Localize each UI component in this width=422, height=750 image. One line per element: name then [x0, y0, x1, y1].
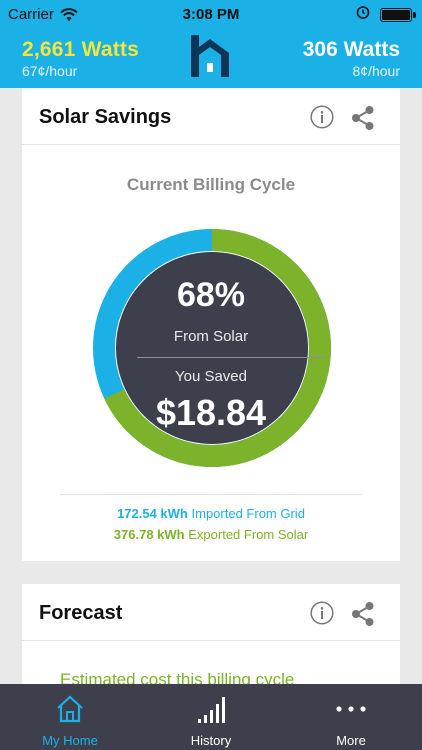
energy-stats: 172.54 kWh Imported From Grid 376.78 kWh…: [22, 503, 400, 545]
status-bar: Carrier 3:08 PM: [0, 0, 422, 28]
exported-value: 376.78 kWh: [113, 527, 185, 542]
home-icon: [57, 695, 83, 723]
tab-label: More: [336, 733, 366, 748]
tab-history[interactable]: History: [141, 684, 281, 750]
imported-value: 172.54 kWh: [117, 506, 188, 521]
bars-icon: [198, 697, 225, 723]
tab-more[interactable]: More: [281, 684, 421, 750]
info-icon[interactable]: [310, 601, 334, 625]
solar-percent-label: From Solar: [173, 328, 249, 345]
divider: [60, 494, 362, 495]
grid-consumption: 306 Watts 8¢/hour: [303, 38, 400, 79]
solar-watts: 2,661 Watts: [22, 38, 139, 61]
share-icon[interactable]: [350, 105, 376, 131]
grid-rate: 8¢/hour: [352, 63, 400, 79]
center-divider: [137, 357, 325, 358]
info-icon[interactable]: [310, 105, 334, 129]
more-icon: [336, 706, 366, 712]
solar-donut-chart: [93, 229, 331, 467]
card-header: Solar Savings: [22, 88, 400, 145]
tab-bar: My Home History More: [0, 684, 422, 750]
donut-center: [116, 252, 308, 444]
card-title: Solar Savings: [39, 106, 172, 128]
solar-rate: 67¢/hour: [22, 63, 78, 79]
status-time: 3:08 PM: [182, 6, 240, 23]
carrier-label: Carrier: [8, 6, 54, 23]
solar-savings-card: Solar Savings Current Billing Cycle 68% …: [22, 88, 400, 561]
donut-center-text: 68% From Solar You Saved $18.84: [115, 252, 325, 444]
imported-row: 172.54 kWh Imported From Grid: [22, 503, 400, 524]
grid-watts: 306 Watts: [302, 38, 400, 61]
imported-label: Imported From Grid: [191, 506, 305, 521]
carrier-info: Carrier: [8, 6, 78, 23]
tab-my-home[interactable]: My Home: [0, 684, 140, 750]
exported-label: Exported From Solar: [188, 527, 309, 542]
wifi-icon: [60, 7, 78, 21]
alarm-icon: [356, 6, 370, 19]
saved-amount: $18.84: [155, 392, 267, 433]
saved-label: You Saved: [174, 368, 247, 385]
tab-label: My Home: [42, 733, 98, 748]
card-title: Forecast: [39, 602, 123, 624]
home-logo-icon: [191, 35, 229, 77]
card-header: Forecast: [22, 584, 400, 641]
solar-percent: 68%: [176, 276, 246, 314]
tab-label: History: [190, 733, 232, 748]
battery-icon: [380, 8, 416, 22]
share-icon[interactable]: [350, 601, 376, 627]
billing-cycle-label: Current Billing Cycle: [126, 175, 296, 194]
exported-row: 376.78 kWh Exported From Solar: [22, 524, 400, 545]
solar-production: 2,661 Watts 67¢/hour: [22, 38, 139, 79]
donut-ring-solar: [93, 229, 331, 467]
app-header: Carrier 3:08 PM 2,661 Watts 67¢/hour 306…: [0, 0, 422, 88]
